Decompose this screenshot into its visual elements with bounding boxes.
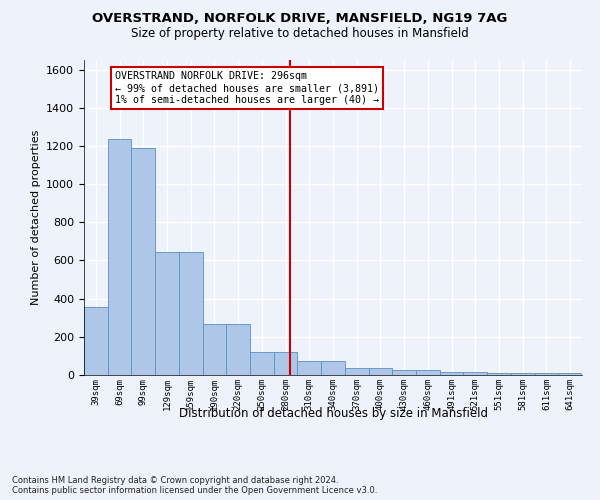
Bar xyxy=(250,352,274,375)
Y-axis label: Number of detached properties: Number of detached properties xyxy=(31,130,41,305)
Text: Size of property relative to detached houses in Mansfield: Size of property relative to detached ho… xyxy=(131,28,469,40)
Bar xyxy=(84,307,108,375)
Bar xyxy=(392,370,416,375)
Bar xyxy=(511,373,535,375)
Bar xyxy=(416,370,440,375)
Bar xyxy=(226,324,250,375)
Bar xyxy=(321,360,345,375)
Text: OVERSTRAND, NORFOLK DRIVE, MANSFIELD, NG19 7AG: OVERSTRAND, NORFOLK DRIVE, MANSFIELD, NG… xyxy=(92,12,508,26)
Text: Distribution of detached houses by size in Mansfield: Distribution of detached houses by size … xyxy=(179,408,488,420)
Bar xyxy=(535,373,558,375)
Bar xyxy=(108,139,131,375)
Bar xyxy=(131,148,155,375)
Bar xyxy=(203,324,226,375)
Bar xyxy=(558,373,582,375)
Text: Contains HM Land Registry data © Crown copyright and database right 2024.
Contai: Contains HM Land Registry data © Crown c… xyxy=(12,476,377,495)
Text: OVERSTRAND NORFOLK DRIVE: 296sqm
← 99% of detached houses are smaller (3,891)
1%: OVERSTRAND NORFOLK DRIVE: 296sqm ← 99% o… xyxy=(115,72,379,104)
Bar xyxy=(345,368,368,375)
Bar xyxy=(274,352,298,375)
Bar xyxy=(440,372,463,375)
Bar xyxy=(179,252,203,375)
Bar xyxy=(487,373,511,375)
Bar xyxy=(155,252,179,375)
Bar xyxy=(298,360,321,375)
Bar xyxy=(368,368,392,375)
Bar xyxy=(463,372,487,375)
